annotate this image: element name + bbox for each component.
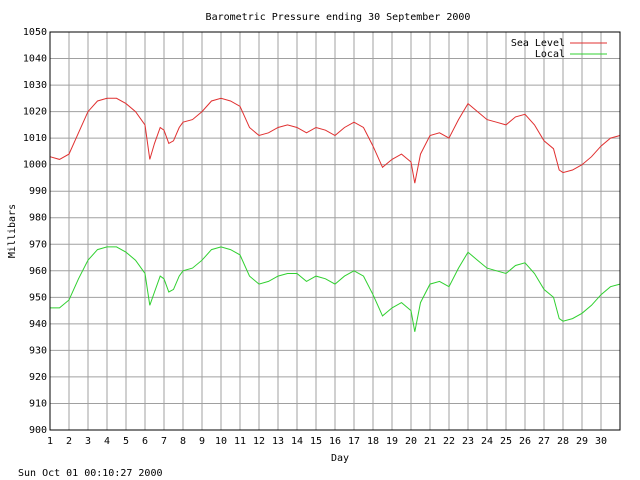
series-line-sea-level [49,97,621,184]
x-tick-label: 6 [142,436,148,447]
chart-title: Barometric Pressure ending 30 September … [206,12,471,23]
y-tick-label: 990 [29,186,47,197]
grid-lines [49,31,620,431]
x-tick-label: 5 [123,436,129,447]
y-axis-label: Millibars [7,204,18,258]
y-tick-label: 900 [29,425,47,436]
y-tick-label: 940 [29,319,47,330]
x-tick-label: 7 [161,436,167,447]
x-tick-label: 13 [272,436,284,447]
timestamp-footer: Sun Oct 01 00:10:27 2000 [18,468,163,479]
x-tick-label: 3 [85,436,91,447]
x-tick-label: 1 [47,436,53,447]
legend-label-local: Local [535,49,565,60]
x-tick-label: 18 [367,436,379,447]
x-tick-label: 8 [180,436,186,447]
y-tick-label: 970 [29,239,47,250]
y-tick-labels: 900 910 920 930 940 950 960 970 980 990 1000 1010 10… [23,27,47,436]
x-tick-label: 23 [462,436,474,447]
x-tick-label: 22 [443,436,455,447]
y-tick-label: 950 [29,292,47,303]
series-lines [49,97,621,332]
x-tick-label: 27 [538,436,550,447]
y-tick-label: 1000 [23,160,47,171]
x-tick-labels: 1 2 3 4 5 6 7 8 9 10 11 12 13 14 15 16 17 18 19 20 21 22 23 24 2… [47,436,607,447]
x-tick-label: 29 [576,436,588,447]
x-tick-label: 16 [329,436,341,447]
x-tick-label: 12 [253,436,265,447]
x-tick-label: 2 [66,436,72,447]
y-tick-label: 920 [29,372,47,383]
y-tick-label: 1050 [23,27,47,38]
x-tick-label: 17 [348,436,360,447]
x-axis-label: Day [331,453,349,464]
y-tick-label: 960 [29,266,47,277]
x-tick-label: 26 [519,436,531,447]
x-tick-label: 11 [234,436,246,447]
y-tick-label: 1030 [23,80,47,91]
plot-frame [49,31,621,431]
x-tick-label: 25 [500,436,512,447]
y-tick-label: 1010 [23,133,47,144]
y-tick-label: 930 [29,345,47,356]
x-tick-label: 15 [310,436,322,447]
x-tick-label: 19 [386,436,398,447]
series-line-local [50,246,621,332]
y-tick-label: 910 [29,398,47,409]
x-tick-label: 14 [291,436,303,447]
y-tick-label: 1020 [23,107,47,118]
x-tick-label: 30 [595,436,607,447]
x-tick-label: 4 [104,436,110,447]
legend-label-sea-level: Sea Level [511,38,565,49]
legend: Sea Level Local [511,38,607,60]
x-tick-label: 9 [199,436,205,447]
x-tick-label: 10 [215,436,227,447]
x-tick-label: 20 [405,436,417,447]
y-tick-label: 980 [29,213,47,224]
x-tick-label: 21 [424,436,436,447]
x-tick-label: 28 [557,436,569,447]
y-tick-label: 1040 [23,54,47,65]
x-tick-label: 24 [481,436,493,447]
